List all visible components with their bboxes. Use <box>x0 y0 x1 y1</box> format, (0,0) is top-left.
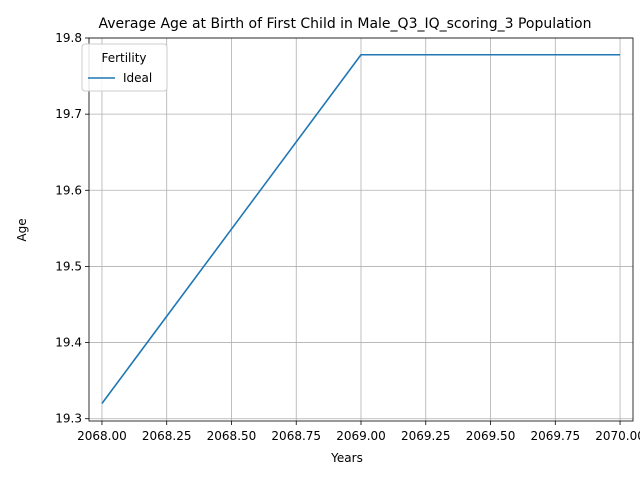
y-tick-label: 19.3 <box>55 412 82 426</box>
x-tick-label: 2069.50 <box>466 429 516 443</box>
x-axis-ticks: 2068.00 2068.25 2068.50 2068.75 2069.00 2069.… <box>77 421 640 443</box>
x-tick-label: 2068.75 <box>271 429 321 443</box>
series-lines <box>101 53 621 404</box>
chart-title: Average Age at Birth of First Child in M… <box>99 16 592 32</box>
y-tick-label: 19.8 <box>55 31 82 45</box>
x-tick-label: 2069.00 <box>336 429 386 443</box>
x-tick-label: 2068.25 <box>142 429 192 443</box>
x-axis-label: Years <box>330 451 363 465</box>
series-line-ideal <box>101 53 621 404</box>
x-tick-label: 2069.75 <box>530 429 580 443</box>
x-tick-label: 2070.00 <box>595 429 640 443</box>
y-tick-label: 19.4 <box>55 336 82 350</box>
legend-box <box>81 43 168 92</box>
x-tick-label: 2068.00 <box>77 429 127 443</box>
legend: Fertility Ideal <box>81 43 168 92</box>
x-tick-label: 2068.50 <box>207 429 257 443</box>
x-tick-label: 2069.25 <box>401 429 451 443</box>
y-tick-label: 19.5 <box>55 259 82 273</box>
legend-title: Fertility <box>101 51 146 65</box>
y-tick-label: 19.6 <box>55 183 82 197</box>
legend-label-ideal: Ideal <box>123 71 152 85</box>
y-axis-ticks: 19.3 19.4 19.5 19.6 19.7 19.8 <box>55 31 89 426</box>
y-tick-label: 19.7 <box>55 107 82 121</box>
y-axis-label: Age <box>15 218 29 241</box>
